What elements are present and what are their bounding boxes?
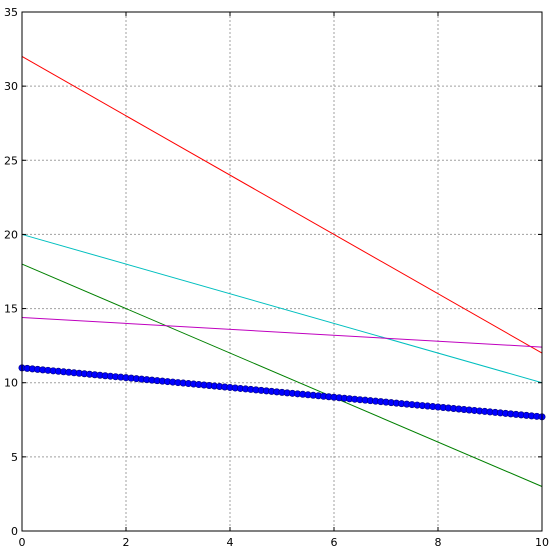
x-tick-label: 4 bbox=[227, 536, 234, 549]
y-tick-label: 25 bbox=[4, 154, 18, 167]
x-tick-label: 8 bbox=[435, 536, 442, 549]
series-markers-4 bbox=[18, 364, 546, 421]
x-tick-label: 10 bbox=[535, 536, 549, 549]
grid-layer bbox=[22, 12, 542, 531]
y-tick-label: 15 bbox=[4, 303, 18, 316]
y-tick-label: 30 bbox=[4, 80, 18, 93]
series-line-2 bbox=[21, 263, 543, 487]
y-tick-label: 5 bbox=[11, 451, 18, 464]
y-tick-label: 20 bbox=[4, 228, 18, 241]
x-tick-label: 0 bbox=[19, 536, 26, 549]
plot-frame bbox=[21, 11, 543, 532]
series-line-3 bbox=[21, 316, 543, 348]
series-layer bbox=[18, 56, 546, 487]
series-line-0 bbox=[21, 56, 543, 354]
y-tick-label: 10 bbox=[4, 377, 18, 390]
series-line-1 bbox=[21, 233, 543, 384]
x-tick-label: 2 bbox=[123, 536, 130, 549]
y-tick-label: 0 bbox=[11, 525, 18, 538]
ticks-layer: 0 2 4 6 8 10 0 5 10 15 20 25 30 35 bbox=[4, 6, 549, 549]
y-tick-label: 35 bbox=[4, 6, 18, 19]
x-tick-label: 6 bbox=[331, 536, 338, 549]
